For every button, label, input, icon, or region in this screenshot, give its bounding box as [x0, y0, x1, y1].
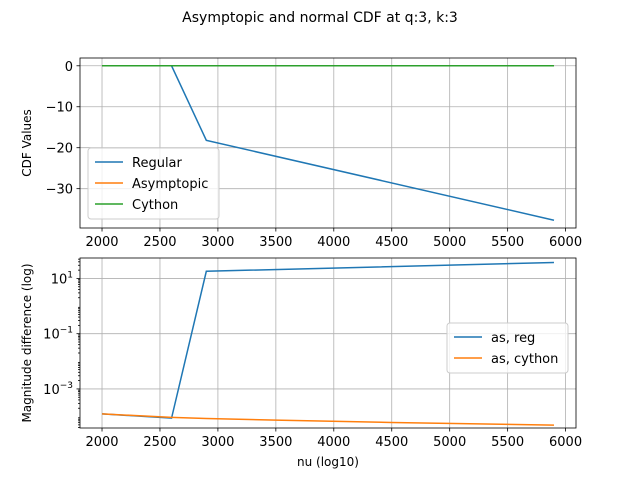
legend-box [446, 322, 569, 374]
x-tick-label: 5500 [491, 235, 524, 250]
y-tick-label: −20 [46, 142, 73, 157]
y-axis-label: Magnitude difference (log) [20, 263, 34, 422]
series-line-as-cython [101, 413, 554, 426]
x-tick-label: 4500 [375, 435, 408, 450]
legend-box [87, 147, 220, 220]
x-tick-label: 5000 [433, 435, 466, 450]
x-tick-label: 6000 [549, 235, 582, 250]
legend-label: as, cython [491, 352, 558, 367]
y-tick-label: 10−1 [43, 326, 73, 343]
legend: as, reg as, cython [446, 322, 569, 374]
x-tick-label: 3000 [201, 235, 234, 250]
x-tick-label: 2000 [85, 435, 118, 450]
x-tick-label: 4000 [317, 235, 350, 250]
y-tick-label: 10−3 [43, 381, 73, 398]
figure-title: Asymptopic and normal CDF at q:3, k:3 [182, 10, 458, 26]
legend-label: Cython [132, 198, 178, 213]
plot-frame [79, 257, 577, 429]
x-tick-label: 6000 [549, 435, 582, 450]
x-tick-label: 4500 [375, 235, 408, 250]
x-tick-label: 2000 [85, 235, 118, 250]
x-axis-label: nu (log10) [297, 455, 359, 469]
x-tick-label: 5500 [491, 435, 524, 450]
y-tick-label: −10 [46, 101, 73, 116]
legend: Regular Asymptopic Cython [87, 147, 220, 220]
x-tick-label: 3500 [259, 235, 292, 250]
magnitude-difference-plot: 2000 2500 3000 3500 4000 4500 5000 5500 6000 101 1… [20, 257, 582, 469]
x-tick-label: 2500 [143, 435, 176, 450]
legend-label: Asymptopic [132, 177, 208, 192]
legend-label: as, reg [491, 331, 535, 346]
cdf-values-plot: 2000 2500 3000 3500 4000 4500 5000 5500 6000 0 −10… [20, 57, 582, 250]
x-tick-label: 3000 [201, 435, 234, 450]
legend-label: Regular [132, 156, 183, 171]
y-tick-label: −30 [46, 183, 73, 198]
y-axis-label: CDF Values [20, 109, 34, 177]
plot-frame [79, 57, 577, 229]
y-tick-label: 101 [51, 270, 73, 287]
x-tick-label: 5000 [433, 235, 466, 250]
x-tick-label: 3500 [259, 435, 292, 450]
x-tick-label: 4000 [317, 435, 350, 450]
y-tick-label: 0 [65, 60, 73, 75]
x-tick-label: 2500 [143, 235, 176, 250]
